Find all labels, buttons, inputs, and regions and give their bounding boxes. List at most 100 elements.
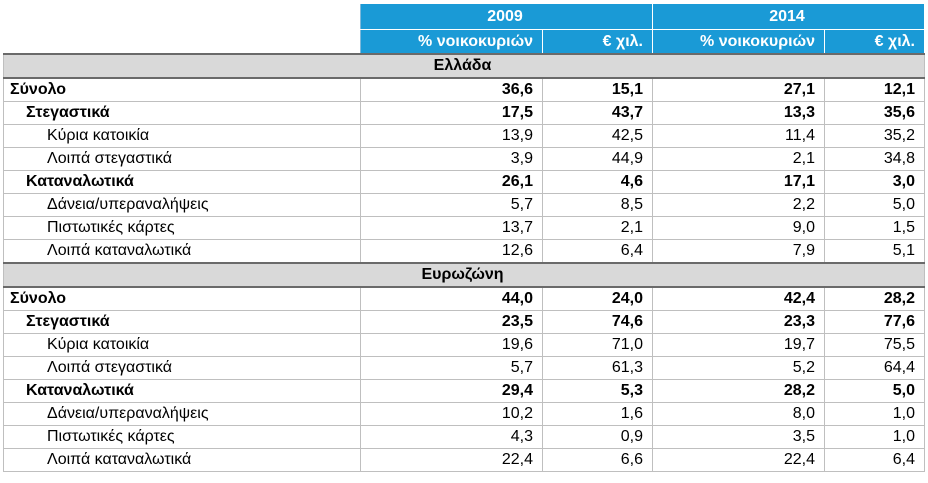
households-2014-cell: 7,9 <box>652 239 825 264</box>
households-2009-cell: 17,5 <box>360 101 543 125</box>
table-header: 2009 2014 % νοικοκυριών € χιλ. % νοικοκυ… <box>3 4 925 54</box>
eur-2014-cell: 77,6 <box>824 310 925 334</box>
table-row: Καταναλωτικά 26,1 4,6 17,1 3,0 <box>3 170 925 194</box>
households-2014-cell: 2,2 <box>652 193 825 217</box>
households-2014-cell: 5,2 <box>652 356 825 380</box>
table-row: Λοιπά καταναλωτικά 12,6 6,4 7,9 5,1 <box>3 239 925 264</box>
households-2014-cell: 22,4 <box>652 448 825 472</box>
table-row: Λοιπά στεγαστικά 5,7 61,3 5,2 64,4 <box>3 356 925 380</box>
households-2014-cell: 27,1 <box>652 77 825 102</box>
eur-2009-cell: 0,9 <box>542 425 653 449</box>
eur-2009-cell: 8,5 <box>542 193 653 217</box>
row-label: Λοιπά στεγαστικά <box>3 356 361 380</box>
row-label: Πιστωτικές κάρτες <box>3 216 361 240</box>
households-2009-cell: 13,7 <box>360 216 543 240</box>
households-2009-cell: 22,4 <box>360 448 543 472</box>
row-label: Λοιπά στεγαστικά <box>3 147 361 171</box>
row-label: Λοιπά καταναλωτικά <box>3 448 361 472</box>
year-header-row: 2009 2014 <box>3 4 925 30</box>
households-2014-cell: 17,1 <box>652 170 825 194</box>
households-2009-cell: 44,0 <box>360 286 543 311</box>
households-2014-cell: 2,1 <box>652 147 825 171</box>
table-row: Δάνεια/υπεραναλήψεις 5,7 8,5 2,2 5,0 <box>3 193 925 217</box>
header-corner <box>3 4 361 30</box>
household-debt-table: 2009 2014 % νοικοκυριών € χιλ. % νοικοκυ… <box>3 4 925 472</box>
table-row: Λοιπά καταναλωτικά 22,4 6,6 22,4 6,4 <box>3 448 925 472</box>
region-row: Ευρωζώνη <box>3 262 925 288</box>
households-2009-cell: 4,3 <box>360 425 543 449</box>
eur-2009-cell: 24,0 <box>542 286 653 311</box>
region-row: Ελλάδα <box>3 53 925 79</box>
table-row: Λοιπά στεγαστικά 3,9 44,9 2,1 34,8 <box>3 147 925 171</box>
eur-2014-cell: 75,5 <box>824 333 925 357</box>
eur-2009-cell: 42,5 <box>542 124 653 148</box>
table-row: Δάνεια/υπεραναλήψεις 10,2 1,6 8,0 1,0 <box>3 402 925 426</box>
table-body: Ελλάδα Σύνολο 36,6 15,1 27,1 12,1 Στεγαστικά 17… <box>3 53 925 472</box>
eur-2014-cell: 3,0 <box>824 170 925 194</box>
households-2014-cell: 23,3 <box>652 310 825 334</box>
eur-2009-cell: 74,6 <box>542 310 653 334</box>
eur-2009-cell: 61,3 <box>542 356 653 380</box>
header-corner-2 <box>3 29 361 54</box>
eur-2014-cell: 35,2 <box>824 124 925 148</box>
eur-2014-cell: 12,1 <box>824 77 925 102</box>
column-header-row: % νοικοκυριών € χιλ. % νοικοκυριών € χιλ… <box>3 29 925 54</box>
households-2014-cell: 42,4 <box>652 286 825 311</box>
year-2009-header: 2009 <box>360 4 653 30</box>
households-2014-cell: 3,5 <box>652 425 825 449</box>
table-row: Πιστωτικές κάρτες 13,7 2,1 9,0 1,5 <box>3 216 925 240</box>
households-2009-cell: 10,2 <box>360 402 543 426</box>
eur-2014-cell: 1,0 <box>824 425 925 449</box>
col-header-households-2014: % νοικοκυριών <box>652 29 825 54</box>
table-row: Κύρια κατοικία 13,9 42,5 11,4 35,2 <box>3 124 925 148</box>
year-2014-header: 2014 <box>652 4 925 30</box>
households-2009-cell: 12,6 <box>360 239 543 264</box>
eur-2009-cell: 1,6 <box>542 402 653 426</box>
table-row: Πιστωτικές κάρτες 4,3 0,9 3,5 1,0 <box>3 425 925 449</box>
eur-2014-cell: 5,1 <box>824 239 925 264</box>
eur-2014-cell: 6,4 <box>824 448 925 472</box>
households-2014-cell: 8,0 <box>652 402 825 426</box>
row-label: Σύνολο <box>3 77 361 102</box>
row-label: Σύνολο <box>3 286 361 311</box>
col-header-households-2009: % νοικοκυριών <box>360 29 543 54</box>
households-2014-cell: 19,7 <box>652 333 825 357</box>
eur-2009-cell: 2,1 <box>542 216 653 240</box>
households-2009-cell: 13,9 <box>360 124 543 148</box>
col-header-eur-2009: € χιλ. <box>542 29 653 54</box>
eur-2009-cell: 6,4 <box>542 239 653 264</box>
eur-2014-cell: 1,0 <box>824 402 925 426</box>
eur-2009-cell: 43,7 <box>542 101 653 125</box>
row-label: Δάνεια/υπεραναλήψεις <box>3 402 361 426</box>
households-2014-cell: 28,2 <box>652 379 825 403</box>
row-label: Λοιπά καταναλωτικά <box>3 239 361 264</box>
row-label: Στεγαστικά <box>3 310 361 334</box>
households-2014-cell: 11,4 <box>652 124 825 148</box>
region-label: Ευρωζώνη <box>3 262 925 288</box>
eur-2014-cell: 34,8 <box>824 147 925 171</box>
households-2009-cell: 36,6 <box>360 77 543 102</box>
table-row: Στεγαστικά 23,5 74,6 23,3 77,6 <box>3 310 925 334</box>
eur-2009-cell: 44,9 <box>542 147 653 171</box>
households-2009-cell: 5,7 <box>360 356 543 380</box>
row-label: Καταναλωτικά <box>3 170 361 194</box>
col-header-eur-2014: € χιλ. <box>824 29 925 54</box>
table-row: Σύνολο 36,6 15,1 27,1 12,1 <box>3 77 925 102</box>
eur-2014-cell: 64,4 <box>824 356 925 380</box>
households-2009-cell: 23,5 <box>360 310 543 334</box>
eur-2014-cell: 35,6 <box>824 101 925 125</box>
households-2009-cell: 3,9 <box>360 147 543 171</box>
eur-2009-cell: 6,6 <box>542 448 653 472</box>
eur-2009-cell: 5,3 <box>542 379 653 403</box>
eur-2009-cell: 4,6 <box>542 170 653 194</box>
households-2009-cell: 26,1 <box>360 170 543 194</box>
row-label: Πιστωτικές κάρτες <box>3 425 361 449</box>
row-label: Κύρια κατοικία <box>3 333 361 357</box>
row-label: Κύρια κατοικία <box>3 124 361 148</box>
households-2009-cell: 19,6 <box>360 333 543 357</box>
households-2009-cell: 29,4 <box>360 379 543 403</box>
households-2014-cell: 9,0 <box>652 216 825 240</box>
row-label: Καταναλωτικά <box>3 379 361 403</box>
row-label: Στεγαστικά <box>3 101 361 125</box>
table-row: Στεγαστικά 17,5 43,7 13,3 35,6 <box>3 101 925 125</box>
